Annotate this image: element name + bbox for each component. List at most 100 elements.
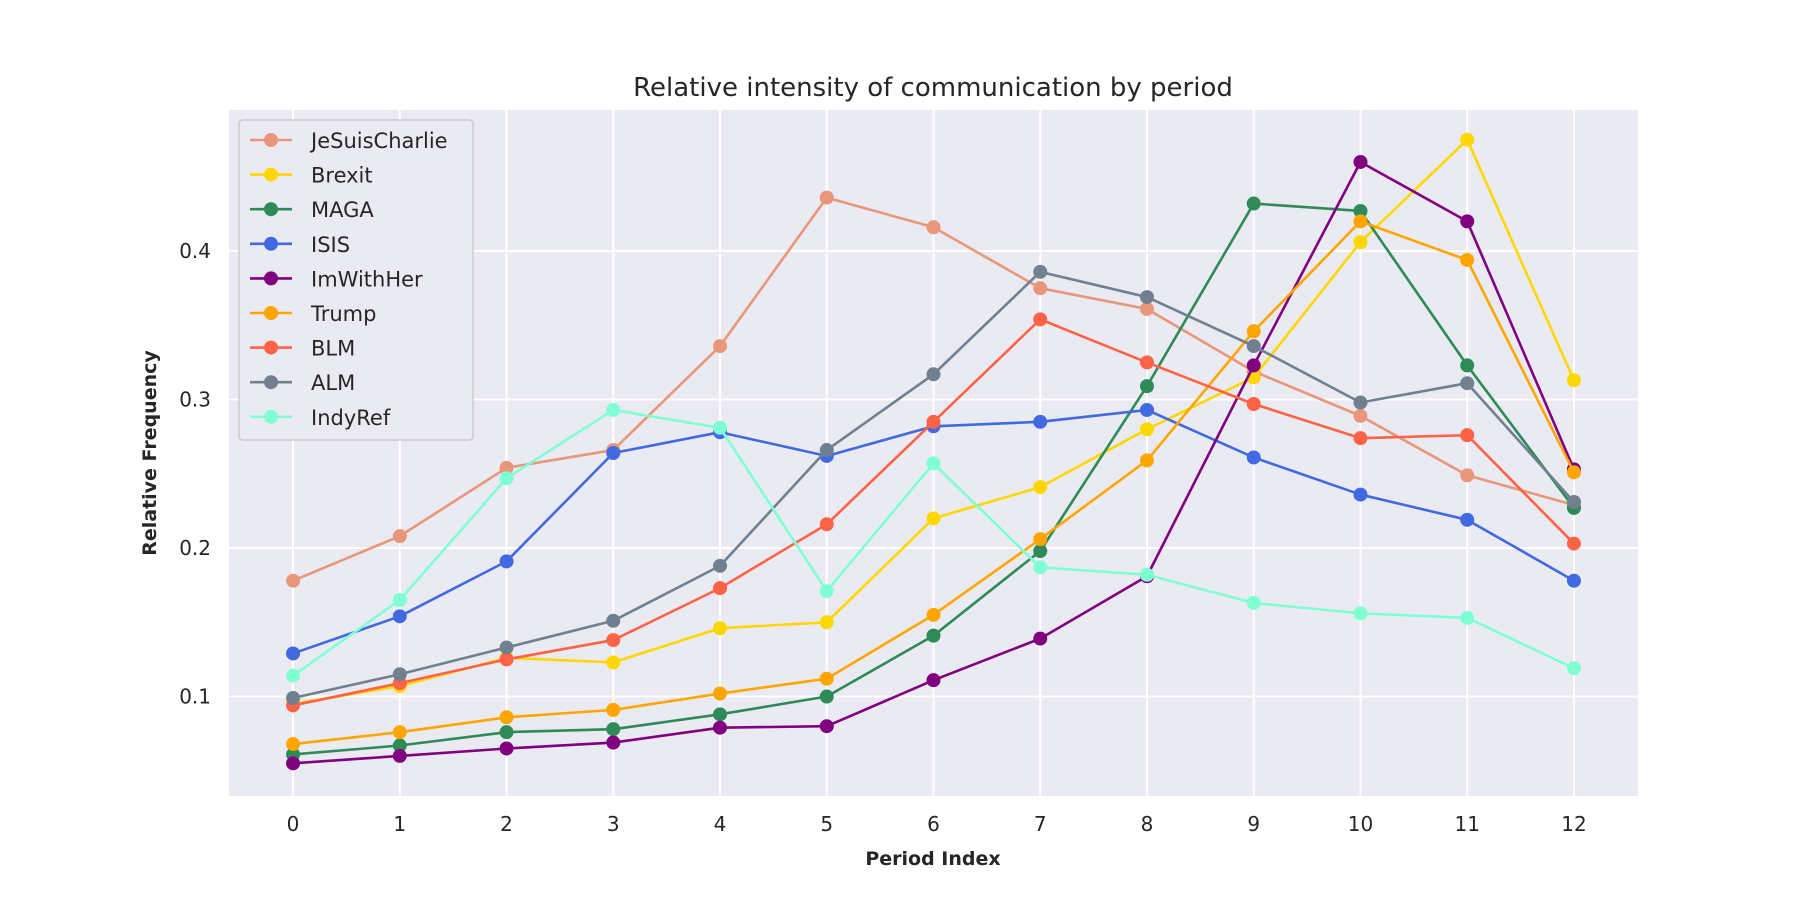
data-point [1033, 544, 1048, 558]
data-point [926, 673, 941, 688]
legend-marker [264, 271, 278, 286]
x-tick-label: 6 [927, 812, 940, 836]
data-point [1246, 339, 1261, 354]
series-imwithher [286, 154, 1581, 771]
data-point [819, 517, 834, 532]
legend-label: Brexit [311, 164, 373, 188]
data-point [1033, 414, 1048, 429]
y-axis-label: Relative Frequency [139, 350, 161, 556]
data-point [819, 190, 834, 205]
data-point [286, 573, 301, 588]
series-blm [286, 312, 1581, 713]
data-point [1246, 324, 1261, 339]
data-point [286, 668, 301, 683]
x-tick-label: 10 [1348, 812, 1373, 836]
data-point [499, 471, 514, 486]
series-lines [286, 132, 1581, 771]
data-point [819, 584, 834, 599]
data-point [1353, 395, 1368, 410]
legend-marker [264, 202, 278, 217]
x-tick-label: 1 [393, 812, 406, 836]
legend-marker [264, 306, 278, 320]
data-point [392, 748, 407, 763]
data-point [713, 707, 728, 722]
legend-marker [264, 236, 278, 251]
y-tick-label: 0.3 [179, 388, 211, 412]
legend-label: BLM [311, 337, 355, 361]
data-point [392, 667, 407, 682]
data-point [392, 725, 407, 740]
data-point [926, 367, 941, 382]
data-point [1460, 376, 1475, 391]
data-point [1460, 252, 1475, 267]
legend: JeSuisCharlie Brexit MAGA ISIS ImWithHer Trum… [238, 119, 474, 441]
x-tick-label: 11 [1454, 812, 1479, 836]
x-tick-label: 3 [607, 812, 620, 836]
legend-marker [264, 409, 278, 424]
x-tick-label: 12 [1561, 812, 1586, 836]
data-point [606, 633, 621, 648]
y-tick-label: 0.4 [179, 239, 211, 263]
data-point [1246, 196, 1261, 211]
data-point [286, 646, 301, 661]
data-point [1139, 402, 1154, 417]
series-jesuischarlie [286, 190, 1581, 588]
data-point [392, 609, 407, 624]
data-point [713, 686, 728, 701]
legend-marker [264, 167, 278, 182]
data-point [713, 581, 728, 596]
data-point [1353, 606, 1368, 621]
y-tick-label: 0.1 [179, 685, 211, 709]
data-point [1033, 560, 1048, 575]
data-point [1460, 214, 1475, 229]
legend-entry: IndyRef [250, 406, 391, 430]
legend-box [238, 119, 474, 441]
x-tick-label: 7 [1034, 812, 1047, 836]
data-point [1033, 480, 1048, 495]
legend-entry: ISIS [250, 233, 350, 257]
data-point [392, 593, 407, 607]
series-indyref [286, 402, 1581, 683]
data-point [926, 414, 941, 429]
chart-title: Relative intensity of communication by p… [633, 73, 1233, 103]
data-point [606, 735, 621, 750]
legend-entry: ImWithHer [250, 267, 423, 291]
legend-label: Trump [310, 302, 376, 326]
legend-entry: JeSuisCharlie [250, 129, 448, 153]
data-point [926, 456, 941, 471]
data-point [713, 621, 728, 636]
x-tick-labels: 0 1 2 3 4 5 6 7 8 9 10 11 12 [287, 812, 1587, 836]
data-point [1033, 281, 1048, 296]
data-point [926, 628, 941, 643]
y-tick-labels: 0.1 0.2 0.3 0.4 [179, 239, 211, 708]
data-point [1460, 610, 1475, 625]
legend-label: JeSuisCharlie [309, 129, 448, 153]
data-point [1566, 536, 1581, 551]
legend-marker [264, 340, 278, 355]
data-point [499, 725, 514, 740]
data-point [606, 402, 621, 417]
x-tick-label: 8 [1141, 812, 1154, 836]
data-point [1353, 487, 1368, 502]
data-point [1566, 465, 1581, 480]
x-tick-label: 5 [820, 812, 833, 836]
x-axis-label: Period Index [865, 848, 1000, 870]
legend-marker [264, 375, 278, 390]
data-point [1353, 431, 1368, 446]
data-point [1353, 203, 1368, 218]
data-point [713, 720, 728, 735]
data-point [1139, 290, 1154, 305]
data-point [1353, 235, 1368, 250]
data-point [1460, 428, 1475, 443]
data-point [499, 640, 514, 655]
data-point [606, 655, 621, 670]
data-point [1033, 631, 1048, 646]
data-point [1566, 373, 1581, 388]
data-point [819, 671, 834, 686]
data-point [606, 613, 621, 628]
data-point [499, 710, 514, 725]
series-alm [286, 264, 1581, 705]
x-tick-label: 9 [1247, 812, 1260, 836]
data-point [286, 756, 301, 771]
